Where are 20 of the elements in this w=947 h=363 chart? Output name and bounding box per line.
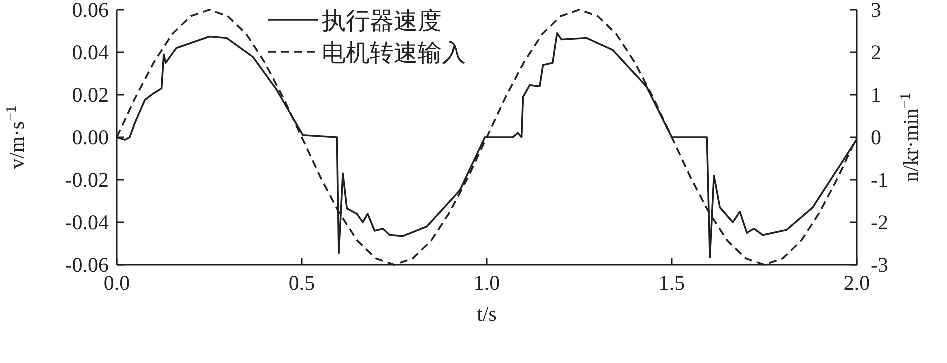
y-tick-label: 0.00: [72, 126, 109, 150]
y-tick-label: 0.04: [72, 40, 110, 64]
y2-tick-label: -2: [871, 210, 888, 234]
y2-tick-label: -3: [871, 253, 888, 277]
y-tick-label: 0.02: [72, 83, 109, 107]
y2-tick-label: -1: [871, 168, 888, 192]
x-tick-label: 0.5: [288, 271, 316, 295]
y2-tick-label: 0: [871, 126, 882, 150]
x-tick-label: 1.5: [658, 271, 686, 295]
legend-label: 电机转速输入: [322, 40, 466, 67]
legend-label: 执行器速度: [322, 8, 442, 35]
x-axis-title: t/s: [477, 302, 497, 326]
y-tick-label: -0.04: [65, 210, 110, 234]
y2-tick-label: 2: [871, 40, 882, 64]
y2-tick-label: 1: [871, 83, 882, 107]
x-tick-label: 1.0: [474, 271, 500, 295]
y-tick-label: 0.06: [72, 0, 109, 22]
x-tick-label: 2.0: [844, 271, 870, 295]
y2-tick-label: 3: [871, 0, 882, 22]
y-tick-label: -0.02: [65, 168, 109, 192]
